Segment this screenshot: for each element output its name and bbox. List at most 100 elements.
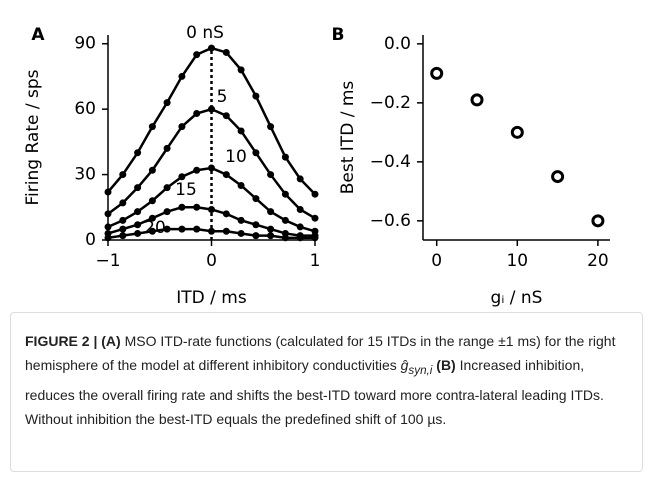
marker xyxy=(237,216,245,224)
marker xyxy=(296,234,304,242)
marker xyxy=(208,44,215,52)
marker xyxy=(148,123,156,131)
marker xyxy=(222,112,230,120)
marker xyxy=(134,208,142,216)
point xyxy=(470,93,484,107)
y-axis-label: Firing Rate / sps xyxy=(23,69,43,205)
marker xyxy=(281,153,289,161)
marker xyxy=(208,205,215,213)
point xyxy=(551,170,565,184)
marker xyxy=(104,234,112,242)
point xyxy=(591,214,605,228)
marker xyxy=(237,181,245,189)
x-tick-label: 20 xyxy=(587,251,609,271)
marker xyxy=(311,190,319,198)
marker xyxy=(252,195,260,203)
y-tick-label: 90 xyxy=(74,34,96,54)
marker xyxy=(267,225,275,233)
caption-text: MSO ITD-rate functions (calculated for 1… xyxy=(25,333,616,373)
y-tick-label: 0 xyxy=(85,230,96,250)
panel-label: A xyxy=(31,25,45,45)
marker xyxy=(148,227,156,235)
y-tick-label: 0.0 xyxy=(384,34,411,54)
marker xyxy=(163,208,171,216)
marker xyxy=(178,72,186,80)
marker xyxy=(267,232,275,240)
part-label: (B) xyxy=(436,357,456,373)
marker xyxy=(237,127,245,135)
x-tick-label: −1 xyxy=(95,251,120,271)
x-tick-label: 10 xyxy=(506,251,528,271)
x-axis-label: gᵢ / nS xyxy=(491,288,543,308)
marker xyxy=(104,188,112,196)
series-label: 15 xyxy=(175,180,197,200)
marker xyxy=(267,208,275,216)
marker xyxy=(193,225,201,233)
marker xyxy=(281,216,289,224)
marker xyxy=(267,123,275,131)
marker xyxy=(252,92,260,100)
marker xyxy=(237,229,245,237)
marker xyxy=(148,214,156,222)
marker xyxy=(193,110,201,118)
marker xyxy=(222,48,230,56)
marker xyxy=(296,205,304,213)
marker xyxy=(163,144,171,152)
y-tick-label: −0.6 xyxy=(370,211,411,231)
marker xyxy=(222,210,230,218)
marker xyxy=(134,229,142,237)
y-tick-label: −0.2 xyxy=(370,93,411,113)
series-label: 10 xyxy=(225,147,247,167)
marker xyxy=(178,203,186,211)
marker xyxy=(148,197,156,205)
figure-label: FIGURE 2 | xyxy=(25,333,98,349)
marker xyxy=(134,221,142,229)
y-tick-label: −0.4 xyxy=(370,152,411,172)
symbol: ĝ xyxy=(400,357,409,373)
marker xyxy=(208,227,215,235)
marker xyxy=(252,149,260,157)
y-axis-label: Best ITD / ms xyxy=(338,81,358,195)
series-label: 0 nS xyxy=(186,23,224,43)
x-tick-label: 0 xyxy=(431,251,442,271)
y-tick-label: 60 xyxy=(74,99,96,119)
symbol-sub: syn,i xyxy=(408,363,433,377)
marker xyxy=(104,210,112,218)
marker xyxy=(237,66,245,74)
marker xyxy=(104,223,112,231)
marker xyxy=(311,234,319,242)
marker xyxy=(208,164,215,172)
marker xyxy=(134,184,142,192)
marker xyxy=(148,166,156,174)
marker xyxy=(178,123,186,131)
point xyxy=(430,66,444,80)
marker xyxy=(252,221,260,229)
marker xyxy=(134,149,142,157)
marker xyxy=(163,99,171,107)
marker xyxy=(296,175,304,183)
point xyxy=(510,125,524,139)
x-axis-label: ITD / ms xyxy=(176,288,247,308)
series-label: 5 xyxy=(217,87,228,107)
marker xyxy=(281,234,289,242)
marker xyxy=(222,227,230,235)
marker xyxy=(119,225,127,233)
marker xyxy=(208,105,215,113)
marker xyxy=(119,232,127,240)
panel-label: B xyxy=(332,25,345,45)
marker xyxy=(178,173,186,181)
marker xyxy=(222,171,230,179)
part-label: (A) xyxy=(101,333,121,349)
marker xyxy=(163,184,171,192)
marker xyxy=(252,232,260,240)
x-tick-label: 0 xyxy=(206,251,217,271)
caption: FIGURE 2 | (A) MSO ITD-rate functions (c… xyxy=(10,312,643,472)
marker xyxy=(119,199,127,207)
marker xyxy=(178,225,186,233)
marker xyxy=(281,190,289,198)
marker xyxy=(163,225,171,233)
marker xyxy=(119,171,127,179)
marker xyxy=(267,171,275,179)
